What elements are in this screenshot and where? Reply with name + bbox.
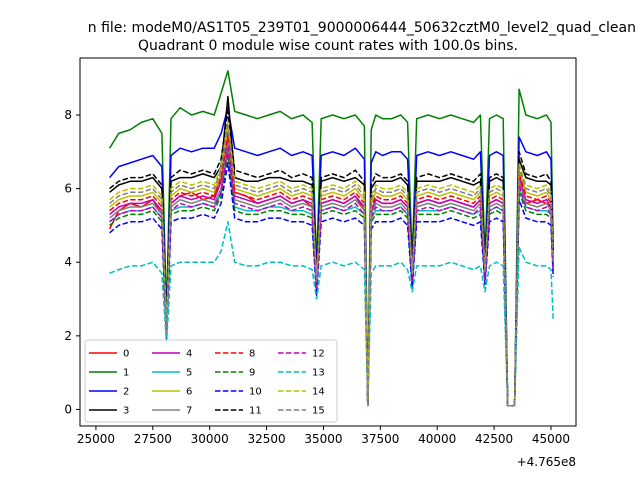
legend-label-11: 11	[249, 406, 262, 417]
legend-box	[84, 339, 338, 423]
x-offset-label: +4.765e8	[517, 455, 576, 469]
legend-label-15: 15	[312, 406, 325, 417]
plot-frame	[79, 57, 577, 427]
legend-label-4: 4	[186, 349, 192, 360]
legend-label-14: 14	[312, 387, 325, 398]
series-line-9	[109, 154, 554, 407]
legend-label-8: 8	[249, 349, 255, 360]
y-tick-label: 0	[64, 402, 72, 416]
y-tick-label: 8	[64, 108, 72, 122]
legend-label-9: 9	[249, 368, 255, 379]
series-line-14	[109, 121, 554, 407]
legend-label-10: 10	[249, 387, 262, 398]
x-tick-label: 37500	[361, 432, 399, 446]
legend-label-0: 0	[123, 349, 129, 360]
y-tick-label: 6	[64, 182, 72, 196]
y-tick-label: 2	[64, 329, 72, 343]
legend-label-1: 1	[123, 368, 129, 379]
x-tick-label: 27500	[134, 432, 172, 446]
legend-label-12: 12	[312, 349, 325, 360]
figure-suptitle: n file: modeM0/AS1T05_239T01_9000006444_…	[88, 20, 636, 36]
x-tick-label: 42500	[475, 432, 513, 446]
legend-label-6: 6	[186, 387, 192, 398]
x-tick-label: 32500	[247, 432, 285, 446]
legend-label-5: 5	[186, 368, 192, 379]
x-axis: 25000 27500 30000 32500 35000 37500 40000 42500…	[77, 426, 570, 446]
x-tick-label: 25000	[77, 432, 115, 446]
chart-title: Quadrant 0 module wise count rates with …	[138, 38, 518, 54]
legend-label-3: 3	[123, 406, 129, 417]
x-tick-label: 45000	[532, 432, 570, 446]
legend-label-2: 2	[123, 387, 129, 398]
y-tick-label: 4	[64, 255, 72, 269]
series-line-15	[109, 125, 554, 407]
series-layer	[108, 70, 554, 407]
y-axis: 0 2 4 6 8	[64, 108, 80, 416]
x-tick-label: 35000	[304, 432, 342, 446]
legend-label-7: 7	[186, 406, 192, 417]
x-tick-label: 40000	[418, 432, 456, 446]
x-tick-label: 30000	[191, 432, 229, 446]
legend-label-13: 13	[312, 368, 325, 379]
